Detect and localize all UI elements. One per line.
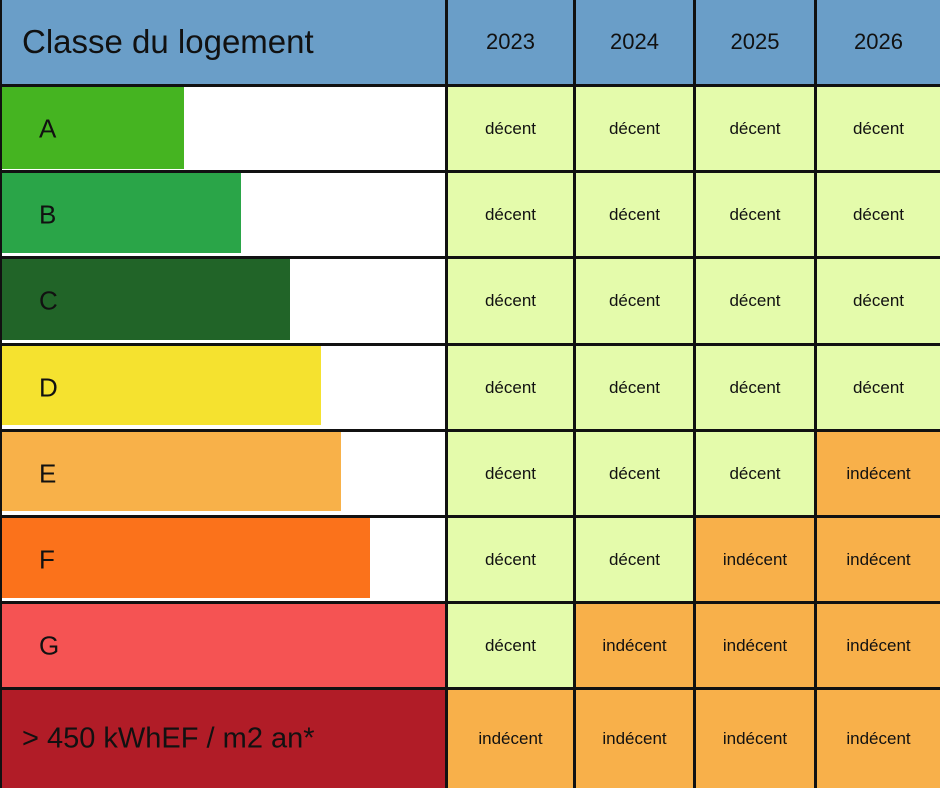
status-cell: décent (576, 518, 693, 601)
status-cell: décent (817, 259, 940, 343)
status-cell: décent (817, 346, 940, 429)
status-cell: décent (696, 259, 814, 343)
status-cell: décent (576, 173, 693, 256)
class-letter-label: D (39, 372, 58, 402)
class-letter-label: F (39, 544, 55, 574)
status-cell: indécent (576, 690, 693, 788)
class-letter-label: A (39, 113, 57, 143)
year-header-2026: 2026 (817, 0, 940, 84)
status-cell: indécent (817, 690, 940, 788)
status-cell: décent (696, 432, 814, 515)
status-cell: décent (576, 259, 693, 343)
class-row-label-7: G (2, 604, 445, 687)
status-cell: décent (448, 432, 573, 515)
status-cell: décent (448, 173, 573, 256)
status-cell: décent (448, 518, 573, 601)
class-row-label-1: A (2, 87, 445, 170)
class-row-label-8: > 450 kWhEF / m2 an* (2, 690, 445, 788)
status-cell: décent (448, 604, 573, 687)
class-letter-label: B (39, 199, 57, 229)
status-cell: indécent (817, 604, 940, 687)
status-cell: indécent (448, 690, 573, 788)
status-cell: décent (448, 87, 573, 170)
energy-class-bar (2, 690, 445, 788)
energy-class-bar (2, 518, 370, 598)
class-letter-label: G (39, 630, 60, 660)
year-header-2023: 2023 (448, 0, 573, 84)
energy-class-bar (2, 432, 341, 511)
energy-class-bar (2, 604, 445, 687)
status-cell: décent (817, 173, 940, 256)
status-cell: décent (576, 432, 693, 515)
class-row-label-4: D (2, 346, 445, 429)
class-row-label-2: B (2, 173, 445, 256)
status-cell: décent (696, 173, 814, 256)
class-row-label-6: F (2, 518, 445, 601)
energy-class-bar (2, 259, 290, 340)
class-letter-label: E (39, 458, 57, 488)
status-cell: indécent (696, 604, 814, 687)
status-cell: indécent (817, 518, 940, 601)
year-header-2025: 2025 (696, 0, 814, 84)
class-row-label-5: E (2, 432, 445, 515)
energy-class-bar (2, 173, 242, 253)
status-cell: décent (817, 87, 940, 170)
energy-class-bar (2, 87, 184, 169)
table-title: Classe du logement (2, 0, 445, 84)
status-cell: décent (448, 259, 573, 343)
status-cell: décent (696, 87, 814, 170)
status-cell: indécent (576, 604, 693, 687)
status-cell: décent (696, 346, 814, 429)
year-header-2024: 2024 (576, 0, 693, 84)
status-cell: indécent (696, 518, 814, 601)
status-cell: indécent (696, 690, 814, 788)
status-cell: indécent (817, 432, 940, 515)
status-cell: décent (448, 346, 573, 429)
class-threshold-label: > 450 kWhEF / m2 an* (22, 722, 315, 755)
status-cell: décent (576, 346, 693, 429)
class-row-label-3: C (2, 259, 445, 343)
class-letter-label: C (39, 285, 58, 316)
energy-class-bar (2, 346, 321, 425)
status-cell: décent (576, 87, 693, 170)
